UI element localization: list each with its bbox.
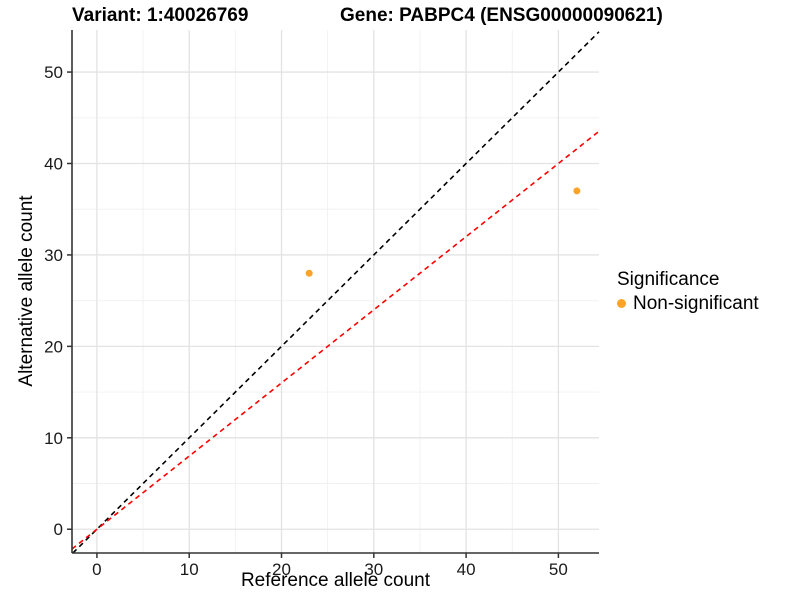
x-tick-label: 10: [180, 560, 199, 579]
y-tick-label: 10: [44, 429, 63, 448]
legend: Significance Non-significant: [617, 269, 759, 314]
legend-title: Significance: [617, 269, 720, 290]
x-axis-title: Reference allele count: [240, 570, 431, 591]
x-tick-label: 0: [92, 560, 101, 579]
x-tick-label: 40: [457, 560, 476, 579]
legend-label: Non-significant: [633, 293, 759, 314]
identity-line: [72, 31, 600, 554]
y-tick-label: 0: [54, 520, 63, 539]
data-point: [573, 187, 581, 195]
y-axis-title: Alternative allele count: [16, 195, 37, 387]
x-tick-label: 30: [364, 560, 383, 579]
y-tick-label: 30: [44, 246, 63, 265]
legend-entry: Non-significant: [617, 293, 759, 314]
x-tick-label: 50: [549, 560, 568, 579]
x-tick-label: 20: [272, 560, 291, 579]
gene-title: Gene: PABPC4 (ENSG00000090621): [340, 5, 663, 26]
fit-line: [71, 130, 600, 550]
variant-title: Variant: 1:40026769: [72, 5, 249, 26]
y-tick-label: 40: [44, 154, 63, 173]
legend-entries: Non-significant: [617, 293, 759, 314]
y-tick-label: 20: [44, 337, 63, 356]
legend-dot-icon: [617, 299, 626, 308]
y-tick-label: 50: [44, 63, 63, 82]
data-point: [305, 269, 313, 277]
